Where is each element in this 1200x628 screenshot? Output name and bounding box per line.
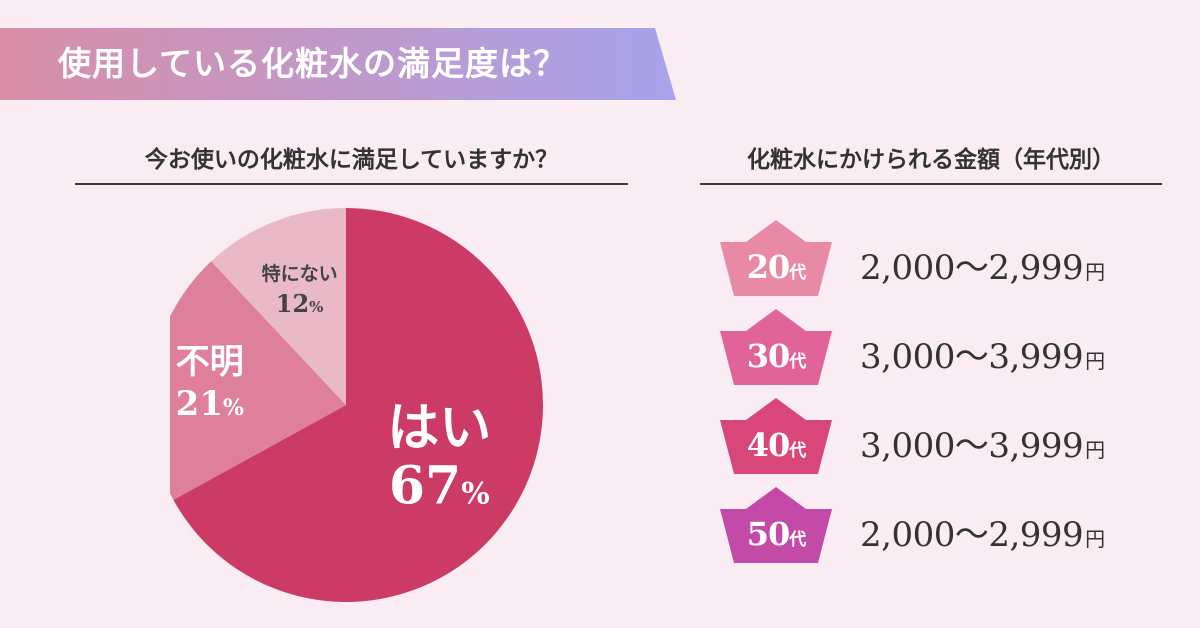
age-label: 30代	[718, 331, 834, 387]
price-row-30: 30代 3,000～3,999 円	[718, 307, 1138, 387]
price-value: 3,000～3,999	[860, 426, 1084, 466]
price-row-40: 40代 3,000～3,999 円	[718, 396, 1138, 476]
price-range: 2,000～2,999 円	[860, 240, 1105, 296]
pie-section-divider	[75, 183, 628, 185]
age-suffix: 代	[789, 441, 806, 461]
price-range: 3,000～3,999 円	[860, 329, 1105, 385]
crown-icon	[720, 398, 832, 474]
crown-icon	[720, 487, 832, 563]
pie-slice-label: 不明	[176, 342, 244, 382]
price-row-50: 50代 2,000～2,999 円	[718, 485, 1138, 565]
price-unit: 円	[1085, 527, 1105, 551]
crown-icon	[720, 220, 832, 296]
pie-slice-label: はい	[387, 398, 491, 459]
crown-icon	[720, 309, 832, 385]
age-label: 40代	[718, 420, 834, 476]
price-unit: 円	[1085, 260, 1105, 284]
price-unit: 円	[1085, 438, 1105, 462]
age-number: 20	[746, 248, 791, 286]
age-number: 50	[746, 515, 791, 553]
age-label: 20代	[718, 242, 834, 298]
pie-section-title: 今お使いの化粧水に満足していますか？	[144, 147, 559, 173]
price-range: 3,000～3,999 円	[860, 418, 1105, 474]
price-value: 2,000～2,999	[860, 515, 1084, 555]
pie-slice-label: 特にない	[262, 263, 338, 285]
banner-background	[0, 28, 676, 100]
price-section-title: 化粧水にかけられる金額（年代別）	[747, 147, 1115, 173]
price-row-20: 20代 2,000～2,999 円	[718, 218, 1138, 298]
price-unit: 円	[1085, 349, 1105, 373]
price-value: 3,000～3,999	[860, 337, 1084, 377]
age-label: 50代	[718, 509, 834, 565]
age-suffix: 代	[789, 530, 806, 550]
pie-slice-2	[211, 208, 346, 405]
page-title: 使用している化粧水の満足度は？	[58, 44, 568, 83]
price-range: 2,000～2,999 円	[860, 507, 1105, 563]
pie-slice-0	[173, 208, 543, 602]
age-suffix: 代	[789, 263, 806, 283]
header-banner: 使用している化粧水の満足度は？	[0, 28, 680, 100]
pie-slice-1	[170, 261, 346, 500]
age-suffix: 代	[789, 352, 806, 372]
price-value: 2,000～2,999	[860, 248, 1084, 288]
price-section-divider	[700, 183, 1162, 185]
age-number: 40	[746, 426, 791, 464]
age-number: 30	[746, 337, 791, 375]
